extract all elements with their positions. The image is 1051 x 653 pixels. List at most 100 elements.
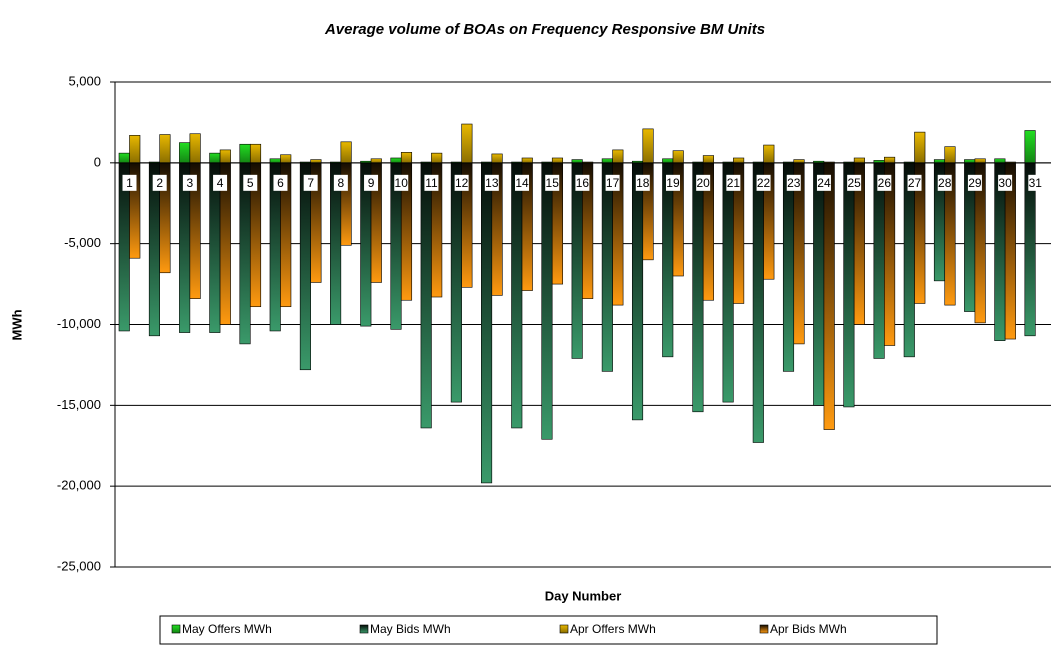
x-tick-label: 1 [126,176,133,190]
bar [642,128,654,164]
category-label-bg [515,174,530,191]
legend-swatch [559,624,569,634]
x-tick-label: 3 [187,176,194,190]
bar [763,144,775,164]
category-label-bg [756,174,771,191]
x-tick-label: 17 [606,176,620,190]
x-tick-label: 24 [817,176,831,190]
bar [662,158,674,164]
legend-swatch [359,624,369,634]
bar [571,162,583,359]
x-tick-label: 22 [757,176,771,190]
y-tick-label: -15,000 [57,397,101,412]
x-tick-label: 5 [247,176,254,190]
bar [420,162,432,429]
bar [813,162,825,406]
category-label-bg [454,174,469,191]
category-label-bg [424,174,439,191]
x-tick-label: 26 [878,176,892,190]
category-label-bg [243,174,258,191]
bar [884,156,896,164]
x-tick-label: 8 [338,176,345,190]
bar [631,162,644,421]
bar [823,162,835,430]
x-tick-label: 18 [636,176,650,190]
category-label-bg [333,174,348,191]
category-label-bg [786,174,801,191]
x-tick-label: 31 [1029,176,1043,190]
bar [299,162,311,371]
bar [551,157,564,164]
x-tick-label: 10 [395,176,409,190]
bar [914,131,926,164]
bar [601,158,613,164]
bar [370,158,382,164]
legend-swatch [759,624,769,634]
bar [994,158,1006,164]
x-tick-label: 23 [787,176,801,190]
y-tick-label: 0 [94,154,101,169]
x-tick-label: 7 [307,176,314,190]
category-label-bg [303,174,318,191]
legend-box [159,615,938,645]
bar [118,152,130,164]
x-tick-label: 25 [847,176,861,190]
bar [431,152,443,164]
bar [853,157,865,164]
category-label-bg [152,174,167,191]
bar [782,162,795,372]
bar [340,141,352,164]
bar [219,149,231,164]
bar [189,133,201,164]
category-label-bg [122,174,137,191]
bar [541,162,553,440]
category-label-bg [635,174,650,191]
legend-label: Apr Offers MWh [570,622,656,636]
x-tick-label: 6 [277,176,284,190]
chart-title: Average volume of BOAs on Frequency Resp… [324,21,765,38]
x-tick-label: 27 [908,176,922,190]
x-tick-label: 2 [156,176,163,190]
bar [280,154,292,164]
legend-swatch [171,624,181,634]
bar [159,134,171,164]
bar [461,123,473,164]
category-label-bg [213,174,228,191]
x-tick-label: 15 [546,176,560,190]
category-label-bg [484,174,499,191]
category-label-bg [726,174,741,191]
legend-label: Apr Bids MWh [770,622,847,636]
category-label-bg [364,174,379,191]
bar [612,149,624,164]
bar [521,157,533,164]
bar [269,158,281,164]
x-tick-label: 14 [515,176,529,190]
x-tick-label: 16 [576,176,590,190]
y-tick-label: 5,000 [68,73,101,88]
x-tick-label: 4 [217,176,224,190]
bar [390,157,402,164]
bar [129,135,141,164]
category-label-bg [847,174,862,191]
x-tick-label: 9 [368,176,375,190]
x-tick-label: 12 [455,176,469,190]
legend-label: May Offers MWh [182,622,272,636]
bar [752,162,764,443]
y-tick-label: -5,000 [64,235,101,250]
y-tick-label: -20,000 [57,478,101,493]
category-label-bg [907,174,922,191]
bar [450,162,462,403]
bar [843,162,855,408]
y-axis-label: MWh [9,309,24,340]
x-tick-label: 30 [998,176,1012,190]
bar [672,150,684,164]
bar [944,146,956,164]
bar [702,155,714,164]
bar [903,162,915,358]
category-label-bg [575,174,590,191]
x-tick-label: 28 [938,176,952,190]
bar [974,158,986,164]
y-tick-label: -10,000 [57,316,101,331]
bar [601,162,613,372]
